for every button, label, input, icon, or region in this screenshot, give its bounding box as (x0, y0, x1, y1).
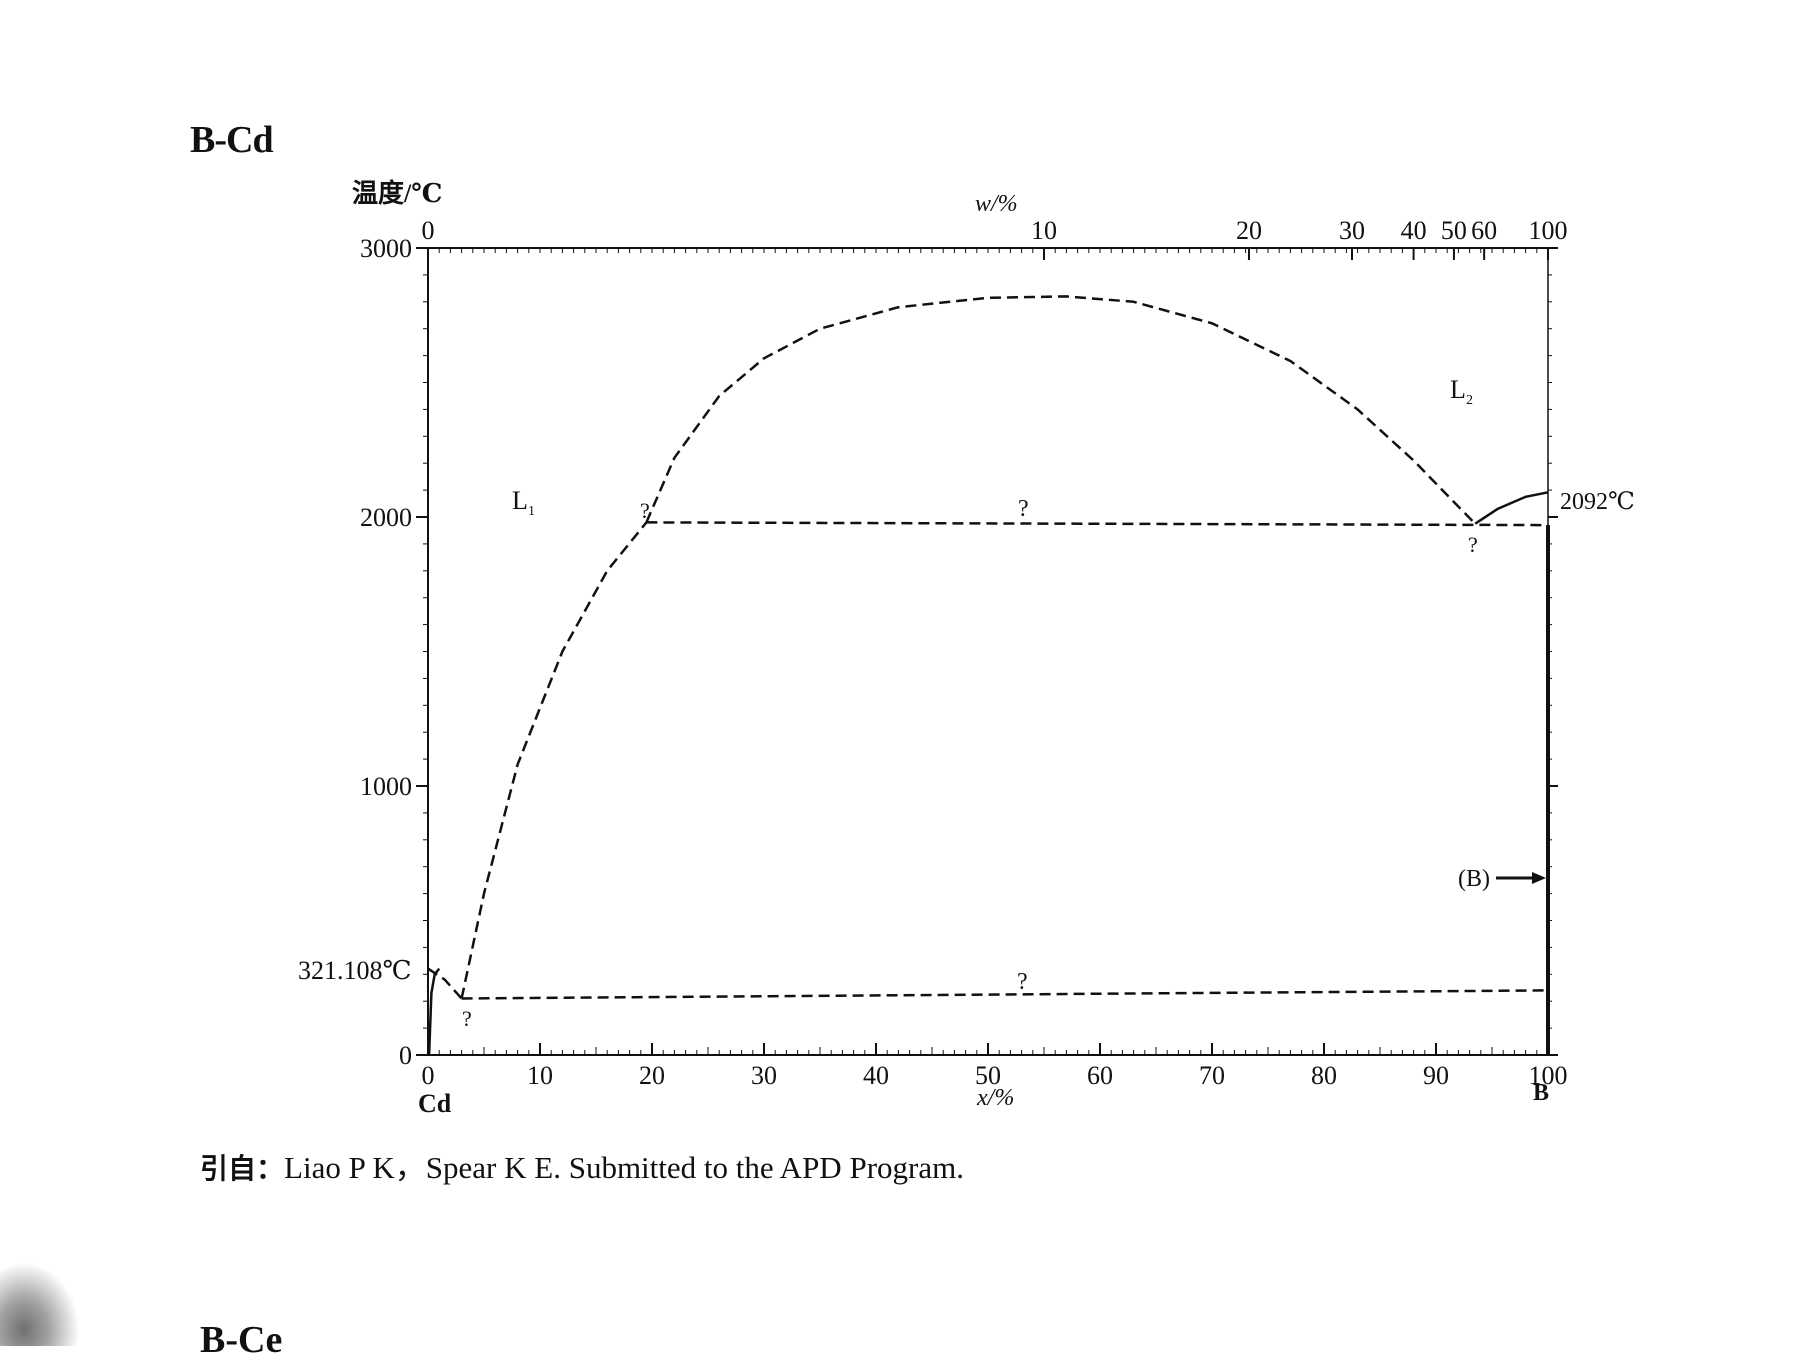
w-tick-label: 0 (422, 216, 435, 245)
question-mark-monotectic: ? (1018, 496, 1029, 522)
phase-label-l2: L 2 (1450, 375, 1473, 408)
phase-label-l1: L 1 (512, 486, 535, 519)
phase-label-l2-main: L (1450, 375, 1466, 404)
x2-axis-label: w/% (975, 191, 1018, 217)
y-tick-label: 1000 (360, 772, 412, 801)
x-tick-label: 100 (1529, 1061, 1568, 1090)
end-label-b: B (1533, 1080, 1549, 1106)
scan-artifact (0, 1262, 80, 1346)
x-axis-top: 0 10 20 30 40 50 60 100 (422, 216, 1568, 260)
x-tick-label: 60 (1087, 1061, 1113, 1090)
question-mark-liquidus-left: ? (640, 498, 650, 523)
phase-boundary-3 (1474, 491, 1549, 525)
phase-boundary-1 (460, 521, 648, 999)
w-tick-label: 20 (1236, 216, 1262, 245)
phase-label-l1-main: L (512, 486, 528, 515)
x-tick-label: 80 (1311, 1061, 1337, 1090)
next-section-title: B-Ce (200, 1319, 283, 1361)
solid-b-text: (B) (1458, 866, 1490, 892)
arrow-head-icon (1532, 872, 1546, 884)
w-tick-label: 100 (1529, 216, 1568, 245)
x-tick-label: 40 (863, 1061, 889, 1090)
phase-boundary-0 (427, 967, 463, 1000)
x-tick-label: 20 (639, 1061, 665, 1090)
b-melting-label: 2092℃ (1560, 489, 1635, 515)
y-tick-label: 3000 (360, 234, 412, 263)
w-tick-label: 10 (1031, 216, 1057, 245)
question-mark-monotectic-right: ? (1468, 532, 1478, 557)
phase-boundary-2 (645, 295, 1477, 525)
w-tick-label: 50 (1441, 216, 1467, 245)
page-title: B-Cd (190, 119, 274, 161)
x-tick-label: 10 (527, 1061, 553, 1090)
citation: 引自：Liao P K，Spear K E. Submitted to the … (200, 1142, 964, 1187)
y-tick-label: 2000 (360, 503, 412, 532)
question-mark-eutectic-left: ? (462, 1006, 472, 1031)
phase-label-l2-sub: 2 (1466, 393, 1473, 408)
phase-label-l1-sub: 1 (528, 504, 535, 519)
plot-frame (427, 247, 1549, 1056)
citation-text: Liao P K，Spear K E. Submitted to the APD… (284, 1150, 964, 1185)
x-axis-bottom: 0 10 20 30 40 50 60 70 80 90 100 (422, 1043, 1568, 1090)
y-axis: 0 1000 2000 3000 (360, 234, 1558, 1070)
x-axis-label: x/% (976, 1085, 1014, 1111)
citation-lead: 引自： (200, 1152, 285, 1185)
x-tick-label: 30 (751, 1061, 777, 1090)
phase-boundary-5 (461, 989, 1549, 1000)
question-mark-eutectic: ? (1017, 969, 1028, 995)
phase-boundary-6 (427, 967, 441, 1056)
x-tick-label: 0 (422, 1061, 435, 1090)
x-tick-label: 90 (1423, 1061, 1449, 1090)
phase-boundary-4 (646, 521, 1549, 527)
w-tick-label: 60 (1471, 216, 1497, 245)
x-tick-label: 50 (975, 1061, 1001, 1090)
phase-boundaries (427, 295, 1550, 1056)
end-label-cd: Cd (418, 1089, 452, 1118)
x-tick-label: 70 (1199, 1061, 1225, 1090)
cd-melting-label: 321.108℃ (298, 956, 412, 985)
w-tick-label: 30 (1339, 216, 1365, 245)
solid-b-label: (B) (1458, 866, 1546, 892)
w-tick-label: 40 (1401, 216, 1427, 245)
y-tick-label: 0 (399, 1041, 412, 1070)
y-axis-label: 温度/℃ (352, 178, 442, 208)
